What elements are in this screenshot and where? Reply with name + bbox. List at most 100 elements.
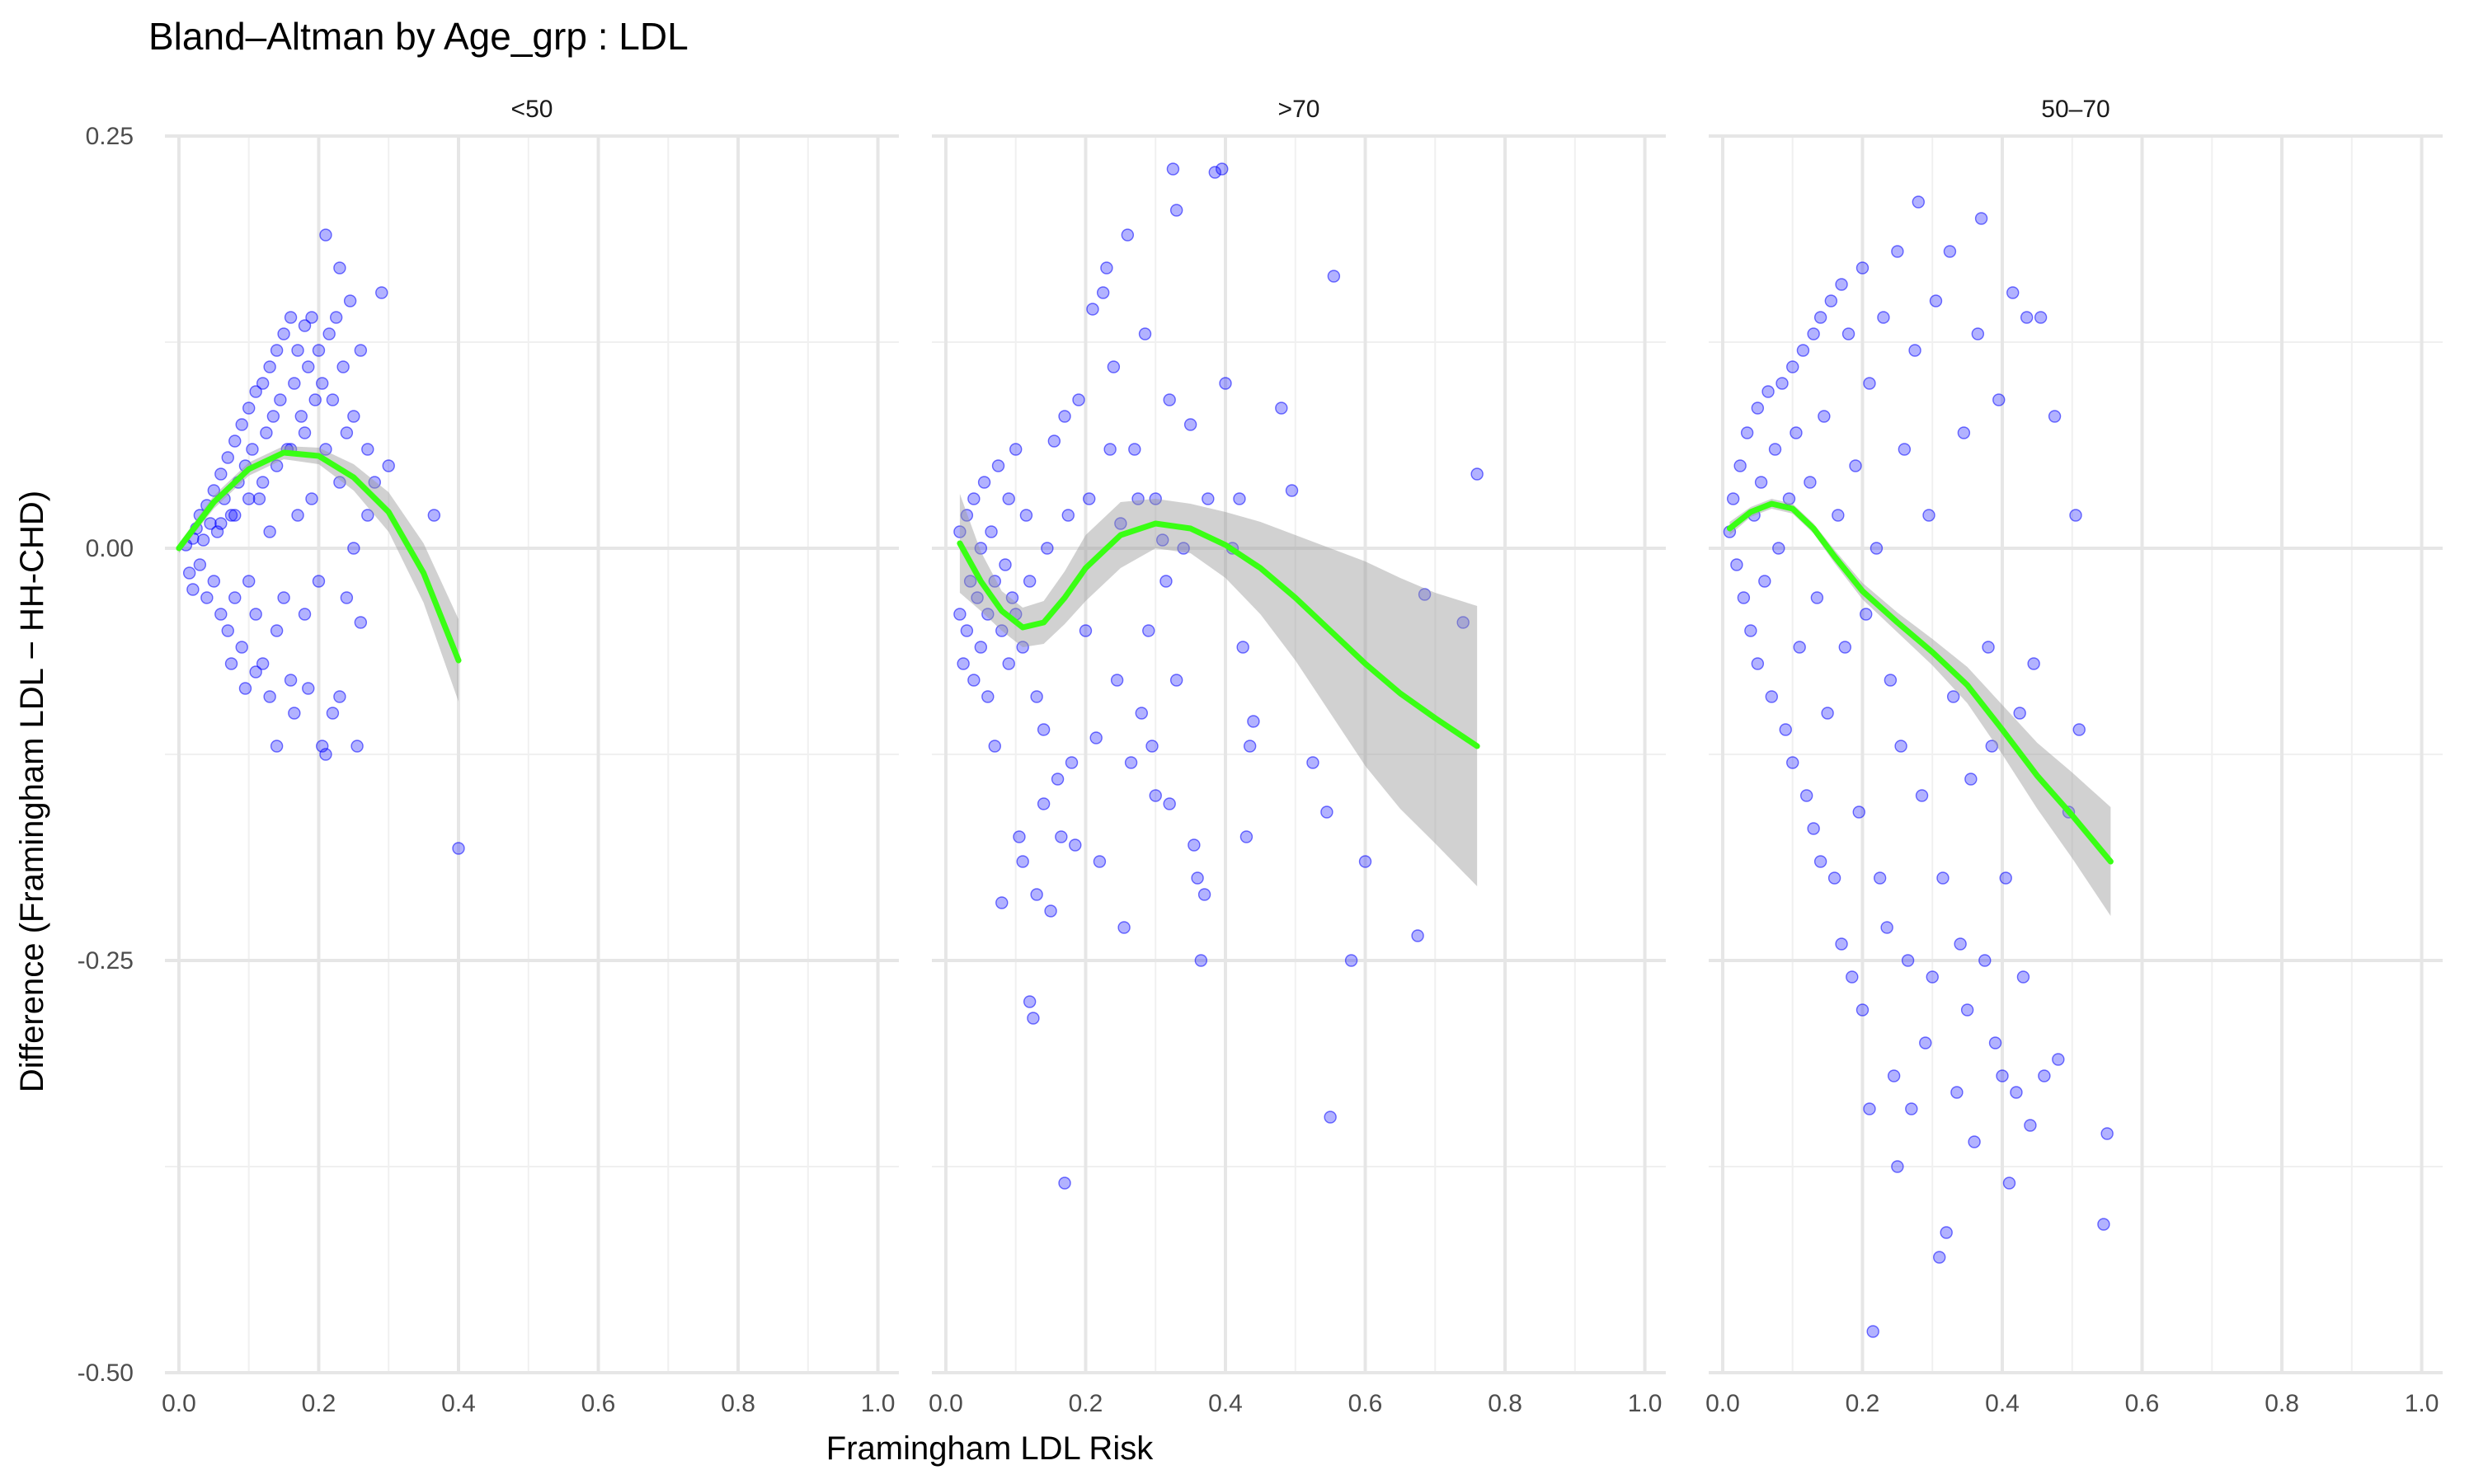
data-point — [1905, 1102, 1918, 1115]
data-point — [1807, 327, 1820, 340]
data-point — [1023, 575, 1037, 588]
data-point — [235, 418, 248, 431]
data-point — [1880, 921, 1893, 934]
data-point — [988, 740, 1001, 753]
data-point — [1456, 616, 1470, 629]
data-point — [340, 591, 354, 604]
data-point — [1877, 311, 1890, 324]
data-point — [242, 492, 256, 505]
data-point — [971, 591, 984, 604]
data-point — [2072, 723, 2086, 736]
data-point — [343, 294, 357, 308]
data-point — [981, 608, 995, 621]
data-point — [1796, 344, 1810, 357]
data-point — [1169, 204, 1183, 217]
data-point — [974, 641, 988, 654]
data-point — [1418, 588, 1432, 601]
data-point — [228, 591, 242, 604]
data-point — [193, 558, 207, 571]
data-point — [1191, 871, 1204, 885]
facet-panel: >70 0.0 0.2 0.4 0.6 0.8 1.0 — [929, 96, 1666, 1417]
data-point — [1940, 1226, 1953, 1239]
data-point — [1978, 954, 1992, 967]
data-point — [1982, 641, 1995, 654]
data-point — [1776, 377, 1789, 390]
data-point — [288, 377, 301, 390]
data-point — [235, 641, 248, 654]
data-point — [1835, 937, 1848, 951]
data-point — [1131, 492, 1145, 505]
data-point — [1103, 443, 1117, 456]
data-point — [1992, 393, 2006, 406]
facet-strip-label: <50 — [511, 96, 553, 123]
data-point — [207, 575, 221, 588]
confidence-band — [959, 494, 1478, 886]
data-point — [1856, 261, 1870, 275]
data-point — [263, 525, 276, 538]
data-point — [1919, 1036, 1932, 1050]
data-point — [2048, 410, 2062, 423]
data-point — [2034, 311, 2048, 324]
data-point — [1936, 871, 1950, 885]
data-point — [1149, 492, 1162, 505]
data-point — [1863, 1102, 1876, 1115]
data-point — [1860, 608, 1873, 621]
x-tick-label: 0.6 — [581, 1390, 616, 1417]
data-point — [2020, 311, 2034, 324]
data-point — [249, 608, 262, 621]
data-point — [200, 591, 214, 604]
data-point — [214, 467, 228, 481]
data-point — [981, 690, 995, 703]
data-point — [452, 842, 465, 855]
x-tick-label: 1.0 — [1628, 1390, 1663, 1417]
data-point — [1030, 888, 1043, 901]
data-point — [305, 492, 318, 505]
data-point — [1733, 459, 1747, 472]
data-point — [1216, 162, 1229, 176]
data-point — [1807, 822, 1820, 835]
x-tick-label: 0.4 — [441, 1390, 476, 1417]
data-point — [2100, 1127, 2114, 1140]
data-point — [1751, 402, 1765, 415]
data-point — [1950, 1086, 1964, 1099]
data-point — [274, 393, 287, 406]
data-point — [1985, 740, 1998, 753]
data-point — [1117, 921, 1131, 934]
data-point — [1023, 995, 1037, 1008]
data-point — [361, 443, 374, 456]
data-point — [1219, 377, 1232, 390]
data-point — [284, 674, 298, 687]
data-point — [1786, 756, 1799, 769]
data-point — [1194, 954, 1208, 967]
x-tick-label: 0.4 — [1985, 1390, 2020, 1417]
data-point — [1772, 542, 1785, 555]
data-point — [960, 624, 974, 637]
facet-panel: <50 0.0 0.2 0.4 0.6 0.8 1.0 — [162, 96, 899, 1417]
data-point — [1110, 674, 1124, 687]
data-point — [1813, 855, 1827, 868]
data-point — [302, 682, 315, 695]
data-point — [1849, 459, 1862, 472]
data-point — [1964, 773, 1978, 786]
x-tick-label: 0.8 — [1488, 1390, 1522, 1417]
data-point — [1960, 1003, 1974, 1017]
data-point — [1013, 830, 1026, 843]
data-point — [326, 707, 340, 720]
data-point — [1744, 624, 1757, 637]
data-point — [298, 319, 312, 332]
data-point — [1929, 294, 1943, 308]
data-point — [1107, 360, 1121, 373]
smooth-trend-line — [957, 520, 1480, 749]
chart-title: Bland–Altman by Age_grp : LDL — [148, 15, 689, 58]
x-tick-label: 0.2 — [302, 1390, 336, 1417]
data-point — [1730, 558, 1743, 571]
data-point — [1470, 467, 1484, 481]
data-point — [988, 575, 1001, 588]
data-point — [1873, 871, 1887, 885]
data-point — [967, 674, 981, 687]
data-point — [1149, 789, 1162, 802]
data-point — [1169, 674, 1183, 687]
data-point — [1275, 402, 1288, 415]
data-point — [960, 509, 974, 522]
